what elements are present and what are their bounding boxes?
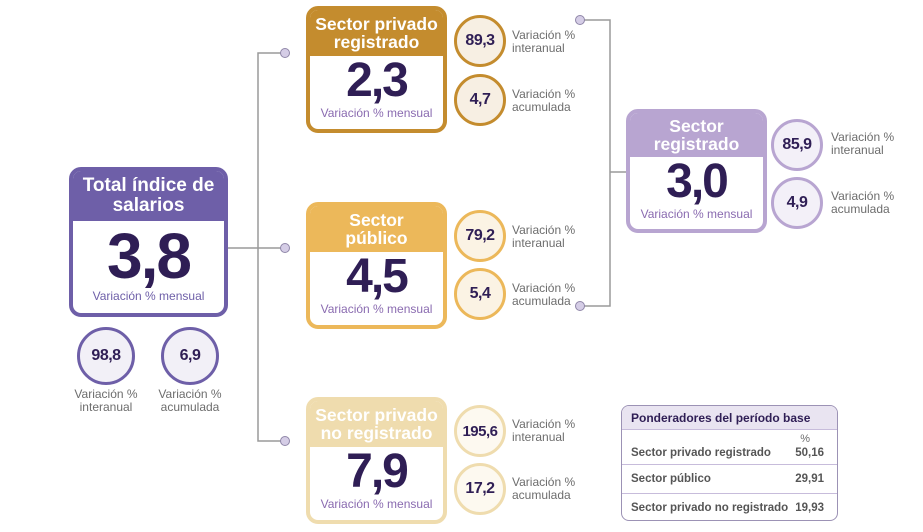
sector-registrado-interanual-circle: 85,9 bbox=[771, 119, 823, 171]
total-interanual-circle: 98,8 bbox=[77, 327, 135, 385]
sector-privado-registrado-title: Sector privado registrado bbox=[310, 10, 443, 56]
total-monthly-value: 3,8 bbox=[107, 220, 192, 292]
connector-bracket-right bbox=[580, 19, 611, 307]
sector-publico-acumulada-label: Variación % acumulada bbox=[512, 281, 576, 308]
total-box: Total índice de salarios 3,8 Variación %… bbox=[69, 167, 228, 317]
node-dot bbox=[280, 243, 290, 253]
sector-registrado-acumulada-circle: 4,9 bbox=[771, 177, 823, 229]
sector-privado-registrado-acumulada-circle: 4,7 bbox=[454, 74, 506, 126]
ponderadores-unit: % bbox=[800, 433, 810, 445]
sector-publico-box: Sector público 4,5 Variación % mensual bbox=[306, 202, 447, 329]
sector-publico-interanual-label: Variación % interanual bbox=[512, 223, 576, 250]
connector-bracket-left bbox=[257, 52, 285, 442]
ponderadores-row-label: Sector privado registrado bbox=[631, 447, 771, 459]
sector-publico-interanual-circle: 79,2 bbox=[454, 210, 506, 262]
sector-publico-acumulada-circle: 5,4 bbox=[454, 268, 506, 320]
total-acumulada-circle: 6,9 bbox=[161, 327, 219, 385]
sector-publico-monthly-label: Variación % mensual bbox=[320, 302, 433, 316]
sector-no-registrado-box: Sector privado no registrado 7,9 Variaci… bbox=[306, 397, 447, 524]
node-dot bbox=[575, 301, 585, 311]
sector-no-registrado-acumulada-label: Variación % acumulada bbox=[512, 475, 576, 502]
sector-registrado-title: Sector registrado bbox=[630, 113, 763, 157]
total-interanual-label: Variación % interanual bbox=[74, 387, 138, 414]
sector-privado-registrado-interanual-label: Variación % interanual bbox=[512, 28, 576, 55]
sector-registrado-acumulada-label: Variación % acumulada bbox=[831, 189, 895, 216]
sector-privado-registrado-monthly-label: Variación % mensual bbox=[320, 106, 433, 120]
ponderadores-row-value: 50,16 bbox=[795, 447, 824, 459]
sector-no-registrado-acumulada-circle: 17,2 bbox=[454, 463, 506, 515]
sector-privado-registrado-box: Sector privado registrado 2,3 Variación … bbox=[306, 6, 447, 133]
total-acumulada-label: Variación % acumulada bbox=[158, 387, 222, 414]
ponderadores-row-label: Sector público bbox=[631, 473, 711, 485]
total-title: Total índice de salarios bbox=[73, 171, 224, 221]
sector-registrado-interanual-label: Variación % interanual bbox=[831, 130, 895, 157]
sector-registrado-monthly: 3,0 bbox=[666, 155, 729, 208]
ponderadores-row-label: Sector privado no registrado bbox=[631, 502, 789, 514]
sector-publico-title: Sector público bbox=[310, 206, 443, 252]
ponderadores-row-value: 29,91 bbox=[795, 473, 824, 485]
sector-publico-monthly: 4,5 bbox=[346, 250, 409, 303]
sector-no-registrado-title: Sector privado no registrado bbox=[310, 401, 443, 447]
ponderadores-row-value: 19,93 bbox=[795, 502, 824, 514]
sector-no-registrado-monthly-label: Variación % mensual bbox=[320, 497, 433, 511]
ponderadores-panel: Ponderadores del período base % Sector p… bbox=[621, 405, 838, 521]
ponderadores-title: Ponderadores del período base bbox=[622, 406, 837, 430]
sector-privado-registrado-monthly: 2,3 bbox=[346, 54, 409, 107]
node-dot bbox=[575, 15, 585, 25]
sector-no-registrado-monthly: 7,9 bbox=[346, 445, 409, 498]
sector-no-registrado-interanual-label: Variación % interanual bbox=[512, 417, 576, 444]
sector-registrado-monthly-label: Variación % mensual bbox=[640, 207, 753, 221]
sector-registrado-box: Sector registrado 3,0 Variación % mensua… bbox=[626, 109, 767, 233]
node-dot bbox=[280, 48, 290, 58]
total-monthly-label: Variación % mensual bbox=[92, 289, 205, 303]
sector-privado-registrado-interanual-circle: 89,3 bbox=[454, 15, 506, 67]
sector-no-registrado-interanual-circle: 195,6 bbox=[454, 405, 506, 457]
sector-privado-registrado-acumulada-label: Variación % acumulada bbox=[512, 87, 576, 114]
node-dot bbox=[280, 436, 290, 446]
